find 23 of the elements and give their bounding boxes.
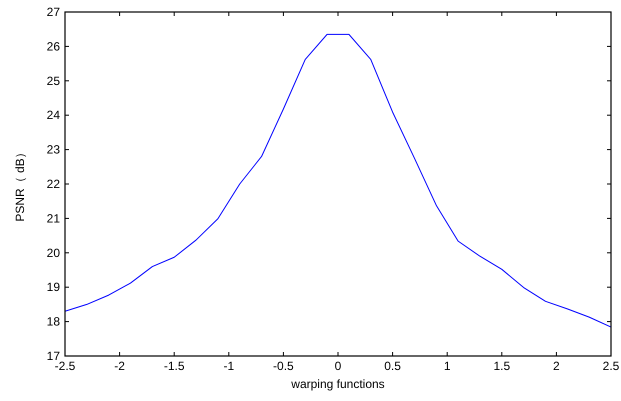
x-tick-label: -1.5: [164, 359, 185, 373]
y-tick-label: 25: [46, 74, 60, 88]
y-tick-label: 20: [46, 246, 60, 260]
x-axis-title: warping functions: [290, 377, 385, 391]
y-tick-label: 23: [46, 142, 60, 157]
line-series: [64, 34, 612, 328]
y-tick-label: 19: [46, 280, 60, 294]
x-tick-label: 2: [553, 359, 560, 373]
x-tick-label: -2: [114, 359, 126, 373]
y-axis-title: PSNR（ dB）: [13, 146, 27, 222]
y-tick-label: 27: [46, 5, 60, 19]
x-tick-label: 2.5: [602, 359, 620, 373]
x-tick-label: 1: [444, 359, 451, 373]
y-tick-label: 21: [46, 211, 60, 226]
x-tick-label: 0.5: [384, 359, 402, 373]
y-tick-label: 18: [46, 314, 60, 329]
x-tick-label: 1.5: [493, 359, 510, 373]
x-tick-label: 0: [334, 359, 342, 373]
y-tick-label: 26: [46, 39, 60, 54]
y-tick-label: 22: [46, 177, 60, 191]
x-tick-label: -1: [223, 359, 234, 373]
y-tick-label: 24: [46, 108, 60, 122]
x-tick-label: -0.5: [273, 359, 294, 373]
